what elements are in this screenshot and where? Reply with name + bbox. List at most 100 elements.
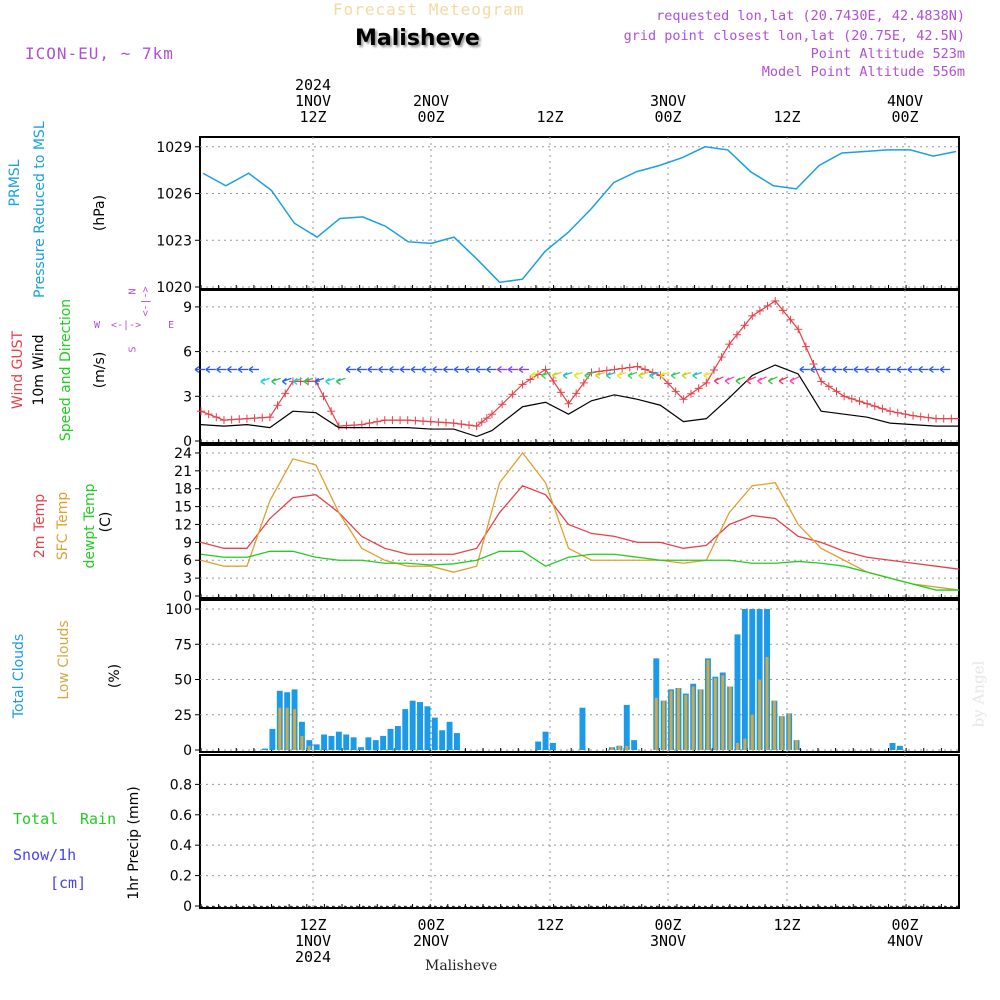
gust-point (778, 306, 787, 315)
y-tick-label: 75 (174, 637, 192, 653)
gust-point (916, 412, 925, 421)
bar-total-clouds (262, 748, 268, 750)
gust-point (878, 404, 887, 413)
time-tick-line3: 00Z (654, 108, 682, 126)
time-tick: 00Z 4NOV (865, 917, 945, 965)
wind-arrow (616, 371, 627, 379)
bar-total-clouds (321, 734, 328, 750)
bar-total-clouds (335, 731, 342, 750)
y-tick-label: 3 (183, 389, 192, 405)
time-tick-line2: 4NOV (886, 932, 924, 950)
bar-total-clouds (372, 740, 379, 750)
gust-point (587, 368, 596, 377)
y-tick-label: 21 (174, 464, 192, 480)
bar-low-clouds (662, 700, 666, 750)
wind-arrow (378, 365, 389, 374)
rain-label-rain: Rain (80, 810, 117, 828)
gust-point (327, 407, 336, 416)
gust-point (694, 384, 703, 393)
gust-point (939, 414, 948, 423)
bar-total-clouds (454, 733, 460, 750)
time-tick-line1: 12Z (773, 916, 801, 934)
wind-arrow (282, 377, 292, 385)
gust-point (641, 365, 650, 374)
gust-point (498, 400, 507, 409)
wind-arrow (421, 365, 432, 374)
gust-point (633, 362, 642, 371)
gust-point (717, 353, 726, 362)
wind-arrow (929, 365, 940, 374)
gust-point (477, 418, 486, 427)
gust-point (832, 387, 841, 396)
gust-point (197, 407, 205, 416)
bar-total-clouds (394, 726, 401, 750)
wind-arrow (746, 376, 757, 385)
wind-arrow (714, 376, 724, 385)
gust-point (870, 402, 879, 411)
wind-arrow (530, 371, 541, 379)
gust-point (380, 416, 389, 425)
gust-point (847, 394, 856, 403)
gust-point (288, 377, 297, 386)
time-tick-line3: 00Z (417, 108, 445, 126)
bar-total-clouds (409, 700, 416, 750)
gust-point (373, 417, 382, 426)
wind-arrow (518, 365, 529, 374)
y-tick-label: 9 (183, 535, 192, 551)
gust-point (434, 418, 443, 427)
point-altitude: Point Altitude 523m (810, 46, 965, 62)
time-tick-line1: 12Z (536, 916, 564, 934)
bar-total-clouds (734, 634, 741, 750)
panel-frame (199, 754, 960, 909)
gust-point (564, 399, 573, 408)
gust-point (572, 389, 581, 398)
wind-arrow (584, 371, 595, 379)
time-tick-line3: 00Z (891, 108, 919, 126)
wind-arrow (356, 365, 367, 374)
gust-point (442, 418, 451, 427)
gust-point (541, 365, 550, 374)
y-tick-label: 1026 (156, 187, 192, 203)
time-tick-line2: 4NOV (886, 92, 924, 110)
bar-total-clouds (431, 717, 438, 750)
wind-arrow (821, 365, 832, 374)
wind-arrow (724, 376, 735, 385)
gust-point (664, 379, 673, 388)
gust-point (909, 411, 918, 420)
bar-total-clouds (313, 744, 320, 750)
y-tick-label: 15 (174, 500, 192, 516)
gust-point (886, 407, 895, 416)
panel-precipitation: 0 0.2 0.4 0.6 0.8 (170, 754, 960, 915)
wind-arrow (367, 365, 378, 374)
time-tick-line2: 3NOV (649, 92, 687, 110)
bar-low-clouds (713, 678, 717, 750)
time-tick-line2: 1NOV (294, 932, 332, 950)
gust-point (618, 364, 627, 373)
grid-coords: grid point closest lon,lat (20.75E, 42.5… (623, 28, 965, 44)
bar-total-clouds (741, 609, 748, 750)
wind-arrow (552, 371, 562, 379)
time-tick-line1: 2024 (294, 76, 332, 94)
wind-arrow (918, 365, 929, 374)
gust-point (602, 366, 611, 375)
time-tick: 12Z (747, 917, 827, 965)
wind-arrow (227, 365, 238, 374)
wind-arrow (810, 365, 821, 374)
bar-total-clouds (306, 740, 313, 750)
panel-frame (199, 599, 960, 753)
bar-low-clouds (610, 747, 614, 750)
wind-arrow (681, 371, 692, 379)
wind-arrow (831, 365, 843, 374)
bar-total-clouds (623, 704, 630, 750)
snow-unit: [cm] (50, 874, 87, 892)
gust-point (549, 376, 558, 385)
time-tick: 12Z 1NOV 2024 (273, 917, 353, 965)
gust-point (464, 421, 473, 430)
bar-total-clouds (631, 740, 638, 750)
compass-e: E (168, 320, 175, 331)
y-tick-label: 0.2 (170, 869, 192, 885)
wind-arrow (692, 371, 703, 379)
wind-arrow (799, 365, 810, 374)
y-tick-label: 9 (183, 300, 192, 316)
